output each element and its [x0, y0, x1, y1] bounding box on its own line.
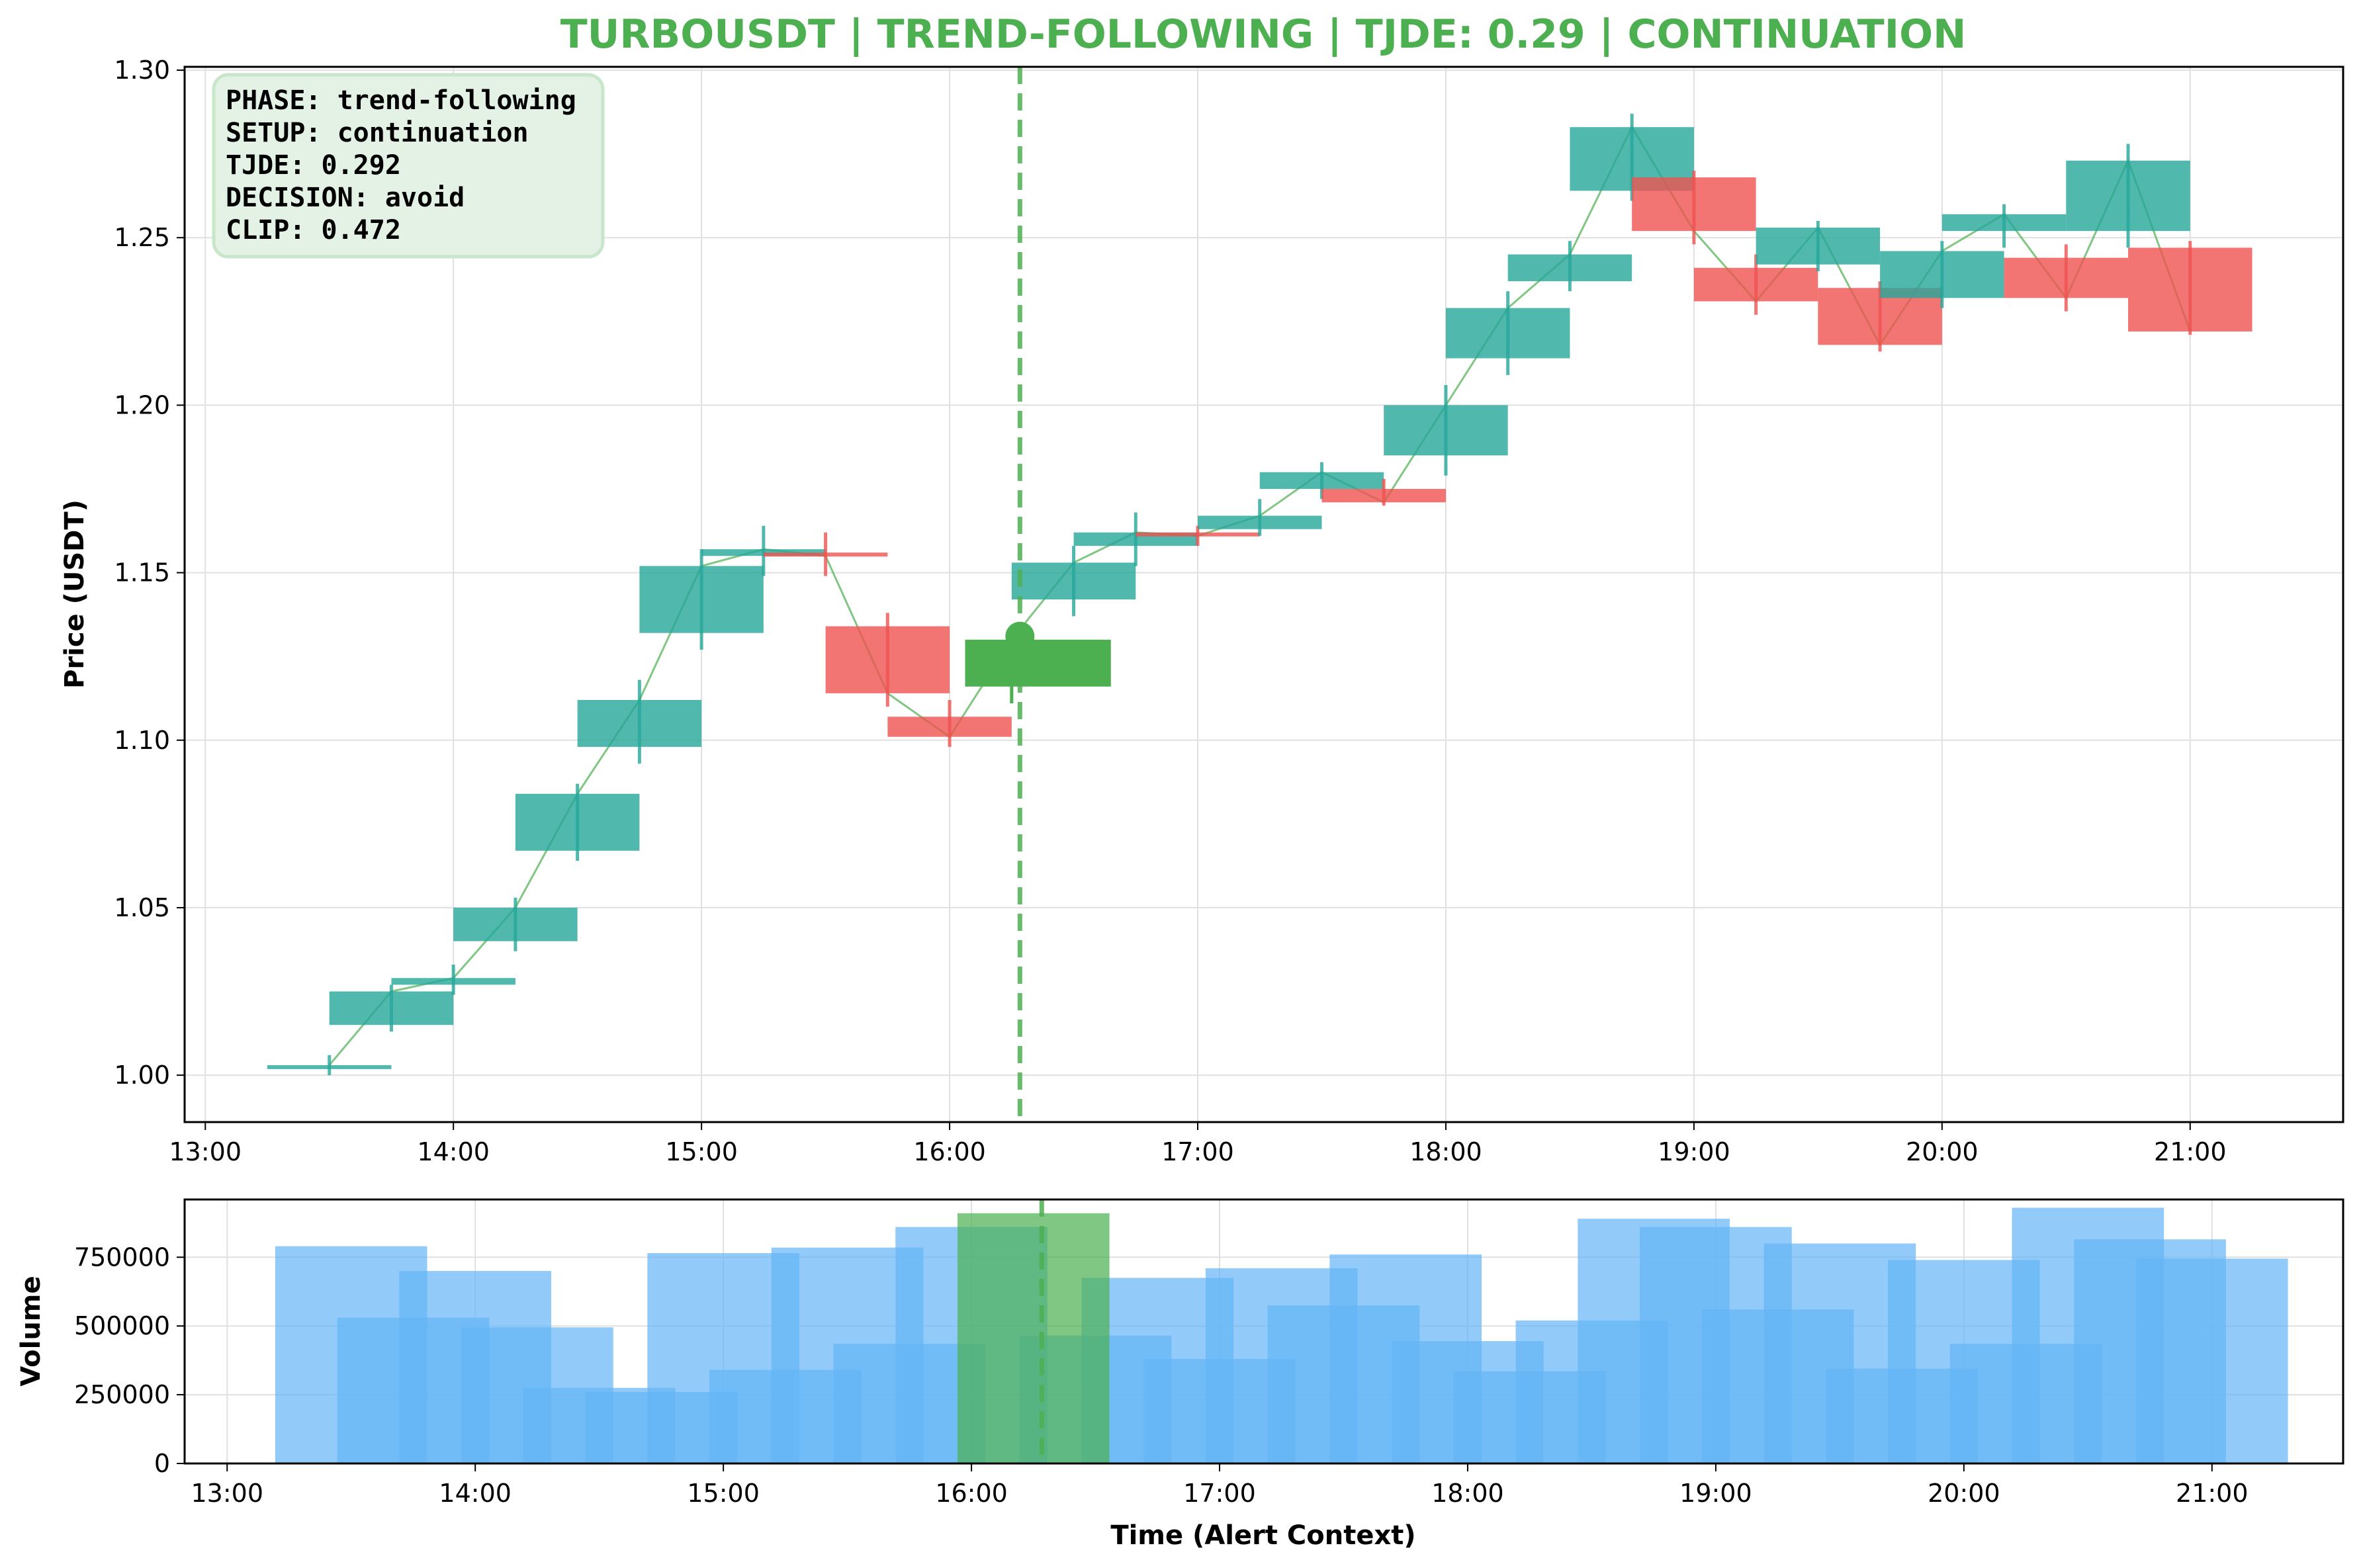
volume-x-tick-label: 17:00: [1183, 1479, 1256, 1508]
price-y-tick-label: 1.15: [114, 558, 170, 588]
price-y-tick-label: 1.10: [114, 726, 170, 755]
info-phase: PHASE: trend-following: [226, 85, 576, 116]
price-y-tick-label: 1.25: [114, 223, 170, 252]
info-box-background: [212, 73, 605, 259]
price-y-tick-label: 1.30: [114, 56, 170, 85]
candle: [639, 549, 764, 650]
volume-x-tick-label: 16:00: [935, 1479, 1008, 1508]
candle: [1941, 204, 2067, 248]
price-x-axis: 13:00 14:00 15:00 16:00 17:00 18:00 19:00 20:00…: [169, 1122, 2227, 1166]
price-x-tick-label: 18:00: [1409, 1137, 1482, 1166]
candle: [453, 897, 578, 951]
info-box: PHASE: trend-following SETUP: continuati…: [212, 73, 605, 259]
price-plot-frame: [183, 65, 2344, 1123]
volume-panel: 13:00 14:00 15:00 16:00 17:00 18:00 19:00 20:00…: [16, 1198, 2344, 1551]
candle: [1445, 291, 1570, 375]
candle: [763, 532, 888, 576]
volume-x-axis-label: Time (Alert Context): [1110, 1520, 1415, 1551]
volume-y-tick-label: 750000: [74, 1242, 170, 1272]
candle-body: [965, 639, 1111, 687]
price-x-tick-label: 19:00: [1658, 1137, 1730, 1166]
volume-x-axis: 13:00 14:00 15:00 16:00 17:00 18:00 19:00 20:00…: [191, 1463, 2249, 1508]
volume-bar: [2135, 1258, 2288, 1463]
volume-plot-frame: [183, 1198, 2344, 1465]
volume-bars: [275, 1207, 2288, 1463]
volume-y-axis: 0 250000 500000 750000: [74, 1242, 185, 1478]
candle: [577, 679, 702, 764]
volume-x-tick-label: 21:00: [2176, 1479, 2249, 1508]
volume-x-tick-label: 19:00: [1679, 1479, 1752, 1508]
price-y-axis-label: Price (USDT): [60, 500, 90, 689]
volume-y-axis-label: Volume: [16, 1276, 46, 1386]
volume-x-tick-label: 13:00: [191, 1479, 263, 1508]
info-tjde: TJDE: 0.292: [226, 150, 401, 181]
candle: [391, 965, 515, 995]
candle: [1011, 546, 1136, 617]
volume-x-tick-label: 15:00: [687, 1479, 760, 1508]
chart-title: TURBOUSDT | TREND-FOLLOWING | TJDE: 0.29…: [560, 11, 1967, 58]
volume-y-tick-label: 250000: [74, 1380, 170, 1409]
candle: [1259, 462, 1384, 500]
price-y-tick-label: 1.20: [114, 390, 170, 419]
alert-candle: [965, 639, 1111, 704]
price-candles: [267, 113, 2252, 1076]
candle: [825, 613, 950, 707]
price-x-tick-label: 16:00: [913, 1137, 986, 1166]
candle: [1880, 241, 2004, 308]
price-x-tick-label: 17:00: [1161, 1137, 1234, 1166]
volume-x-tick-label: 14:00: [439, 1479, 512, 1508]
price-x-tick-label: 20:00: [1906, 1137, 1979, 1166]
price-x-tick-label: 14:00: [417, 1137, 490, 1166]
price-x-tick-label: 13:00: [169, 1137, 242, 1166]
candle: [515, 783, 640, 861]
price-alert: [1005, 67, 1035, 1122]
price-panel: 13:00 14:00 15:00 16:00 17:00 18:00 19:00 20:00…: [60, 56, 2344, 1166]
volume-y-tick-label: 500000: [74, 1311, 170, 1340]
candle: [2004, 244, 2129, 312]
price-y-tick-label: 1.05: [114, 893, 170, 922]
candle: [1384, 385, 1508, 476]
candle: [329, 984, 454, 1032]
candle: [2128, 241, 2252, 335]
info-clip: CLIP: 0.472: [226, 215, 401, 245]
candle: [1693, 254, 1818, 315]
info-decision: DECISION: avoid: [226, 183, 465, 213]
candle: [267, 1055, 392, 1076]
volume-x-tick-label: 20:00: [1928, 1479, 2000, 1508]
price-x-tick-label: 15:00: [665, 1137, 738, 1166]
candle: [887, 700, 1012, 747]
price-y-axis: 1.00 1.05 1.10 1.15 1.20 1.25 1.30: [114, 56, 185, 1090]
candle: [2066, 144, 2190, 248]
price-x-tick-label: 21:00: [2154, 1137, 2227, 1166]
candle: [1507, 241, 1632, 292]
volume-x-tick-label: 18:00: [1431, 1479, 1504, 1508]
alert-volume-bar: [957, 1213, 1110, 1463]
info-setup: SETUP: continuation: [226, 118, 529, 148]
alert-point-marker: [1005, 621, 1035, 651]
candle: [1632, 170, 1756, 245]
candle: [1198, 499, 1322, 536]
candle: [1321, 478, 1446, 506]
candle: [1756, 220, 1881, 271]
price-y-tick-label: 1.00: [114, 1061, 170, 1090]
volume-y-tick-label: 0: [154, 1449, 170, 1478]
